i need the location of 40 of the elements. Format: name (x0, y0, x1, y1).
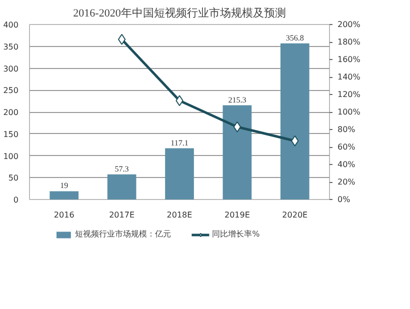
y-tick-label: 0 (13, 196, 19, 204)
y-tick-label: 200 (3, 108, 19, 117)
x-tick-label: 2019E (224, 210, 250, 220)
bar (107, 174, 136, 200)
chart-title: 2016-2020年中国短视频行业市场规模及预测 (73, 6, 286, 20)
data-label: 356.8 (286, 33, 304, 42)
y-tick-label: 150 (3, 130, 19, 139)
y2-tick-label: 200% (338, 20, 361, 29)
x-tick-label: 2017E (109, 210, 135, 220)
bar (165, 148, 194, 200)
x-tick-label: 2016 (54, 210, 74, 220)
data-label: 117.1 (170, 138, 188, 148)
point (118, 34, 126, 45)
y2-tick-label: 0% (338, 195, 351, 204)
y2-tick-label: 80% (338, 125, 356, 134)
y2-tick-label: 100% (338, 108, 361, 116)
x-tick-label: 2020E (282, 210, 308, 220)
x-tick-label: 2018E (166, 210, 192, 220)
y2-tick-label: 140% (338, 72, 361, 82)
legend-label: 短视频行业市场规模：亿元 (75, 228, 172, 240)
y2-tick-label: 40% (338, 160, 356, 169)
y2-tick-label: 60% (338, 142, 356, 152)
y-tick-label: 350 (3, 42, 19, 52)
y2-tick-label: 160% (338, 55, 361, 64)
y-tick-label: 300 (3, 64, 19, 74)
data-label: 57.3 (114, 164, 129, 174)
point (233, 121, 242, 132)
y-tick-label: 400 (3, 20, 19, 30)
legend-label: 同比增长率% (212, 228, 260, 240)
y-tick-label: 100 (3, 152, 19, 161)
y-tick-label: 250 (3, 86, 19, 96)
y-tick-label: 50 (8, 174, 19, 183)
data-label: 215.3 (228, 95, 246, 104)
y2-tick-label: 20% (338, 178, 356, 186)
y2-tick-label: 120% (338, 90, 361, 99)
bar (222, 105, 252, 200)
bar (50, 191, 79, 200)
data-label: 19 (60, 181, 68, 190)
y2-tick-label: 180% (338, 38, 361, 46)
bar (280, 43, 310, 200)
